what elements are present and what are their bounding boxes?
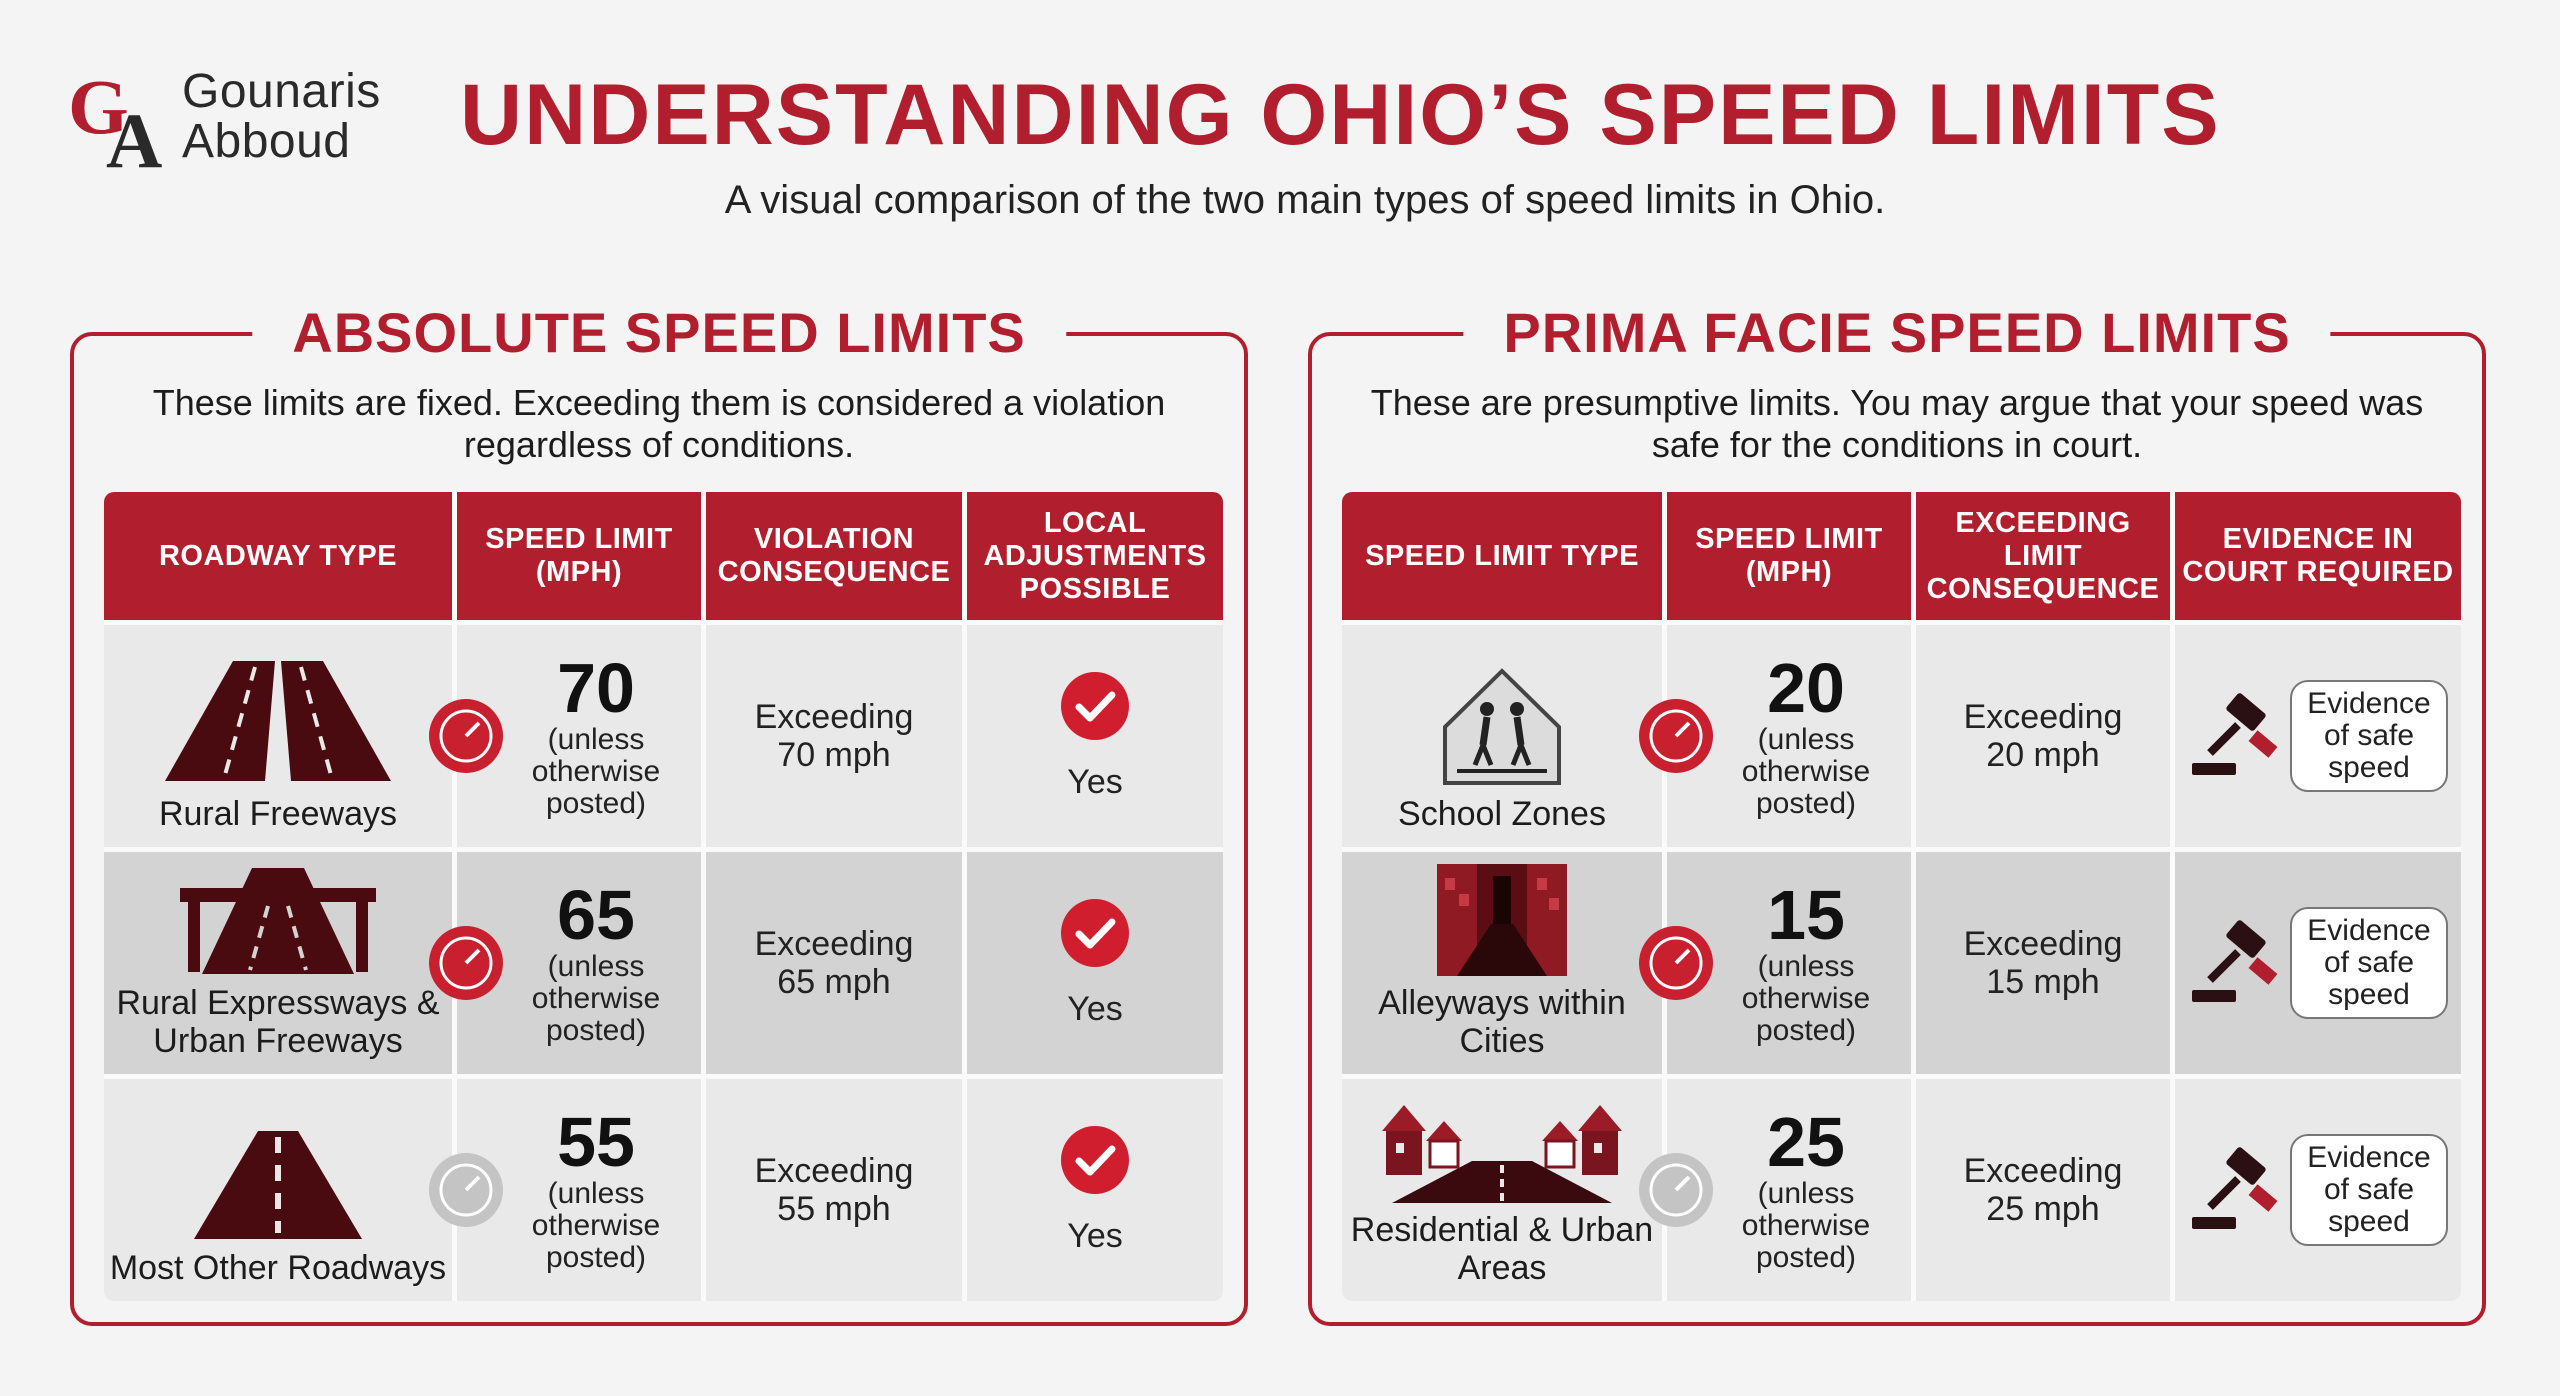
gavel-icon	[2192, 693, 2278, 775]
speed-value: 15	[1767, 876, 1845, 954]
table-row-cell-consequence: Exceeding 20 mph	[1916, 625, 2170, 847]
prima-facie-limits-table: SPEED LIMIT TYPE SPEED LIMIT (MPH) EXCEE…	[1342, 492, 2461, 1301]
speedometer-icon	[1639, 699, 1713, 773]
consequence-text: Exceeding 15 mph	[1963, 925, 2123, 1001]
absolute-panel-description: These limits are fixed. Exceeding them i…	[152, 382, 1166, 465]
table-row-cell-consequence: Exceeding 55 mph	[706, 1079, 962, 1301]
speed-value: 70	[557, 649, 635, 727]
speed-note: (unless otherwise posted)	[1741, 950, 1871, 1047]
adjustments-value: Yes	[1067, 1216, 1123, 1255]
houses-icon	[1382, 1105, 1622, 1203]
zone-label: Alleyways within Cities	[1378, 984, 1626, 1060]
table-row-cell-evidence: Evidence of safe speed	[2175, 625, 2461, 847]
table-row-cell-speed: 20 (unless otherwise posted)	[1639, 625, 1911, 847]
absolute-limits-table: ROADWAY TYPE SPEED LIMIT (MPH) VIOLATION…	[104, 492, 1223, 1301]
alley-icon	[1437, 864, 1567, 976]
prima-facie-limits-panel: PRIMA FACIE SPEED LIMITS These are presu…	[1308, 300, 2486, 1326]
table-row-cell-zone: Residential & Urban Areas	[1342, 1079, 1662, 1301]
svg-text:A: A	[106, 97, 162, 171]
consequence-text: Exceeding 20 mph	[1963, 698, 2123, 774]
freeway-icon	[165, 661, 391, 781]
check-icon	[1061, 1125, 1129, 1194]
column-header-evidence-required: EVIDENCE IN COURT REQUIRED	[2175, 492, 2461, 620]
road-icon	[194, 1131, 362, 1239]
table-row-cell-consequence: Exceeding 65 mph	[706, 852, 962, 1074]
check-icon	[1061, 898, 1129, 967]
column-header-roadway-type: ROADWAY TYPE	[104, 492, 452, 620]
page-title: UNDERSTANDING OHIO’S SPEED LIMITS	[460, 67, 2221, 163]
speedometer-icon	[1639, 926, 1713, 1000]
roadway-label: Most Other Roadways	[109, 1249, 447, 1287]
consequence-text: Exceeding 70 mph	[754, 698, 914, 774]
absolute-limits-panel: ABSOLUTE SPEED LIMITS These limits are f…	[70, 300, 1248, 1326]
absolute-panel-title: ABSOLUTE SPEED LIMITS	[252, 300, 1066, 365]
speed-value: 25	[1767, 1103, 1845, 1181]
speedometer-icon	[429, 699, 503, 773]
page-subtitle: A visual comparison of the two main type…	[724, 178, 1886, 222]
table-row-cell-consequence: Exceeding 15 mph	[1916, 852, 2170, 1074]
consequence-text: Exceeding 25 mph	[1963, 1152, 2123, 1228]
table-row-cell-zone: Alleyways within Cities	[1342, 852, 1662, 1074]
adjustments-value: Yes	[1067, 762, 1123, 801]
speed-note: (unless otherwise posted)	[1741, 723, 1871, 820]
table-row-cell-speed: 55 (unless otherwise posted)	[429, 1079, 701, 1301]
table-row-cell-consequence: Exceeding 25 mph	[1916, 1079, 2170, 1301]
ga-logo-icon: G A	[68, 63, 162, 171]
table-row-cell-speed: 15 (unless otherwise posted)	[1639, 852, 1911, 1074]
table-row-cell-zone: School Zones	[1342, 625, 1662, 847]
adjustments-value: Yes	[1067, 989, 1123, 1028]
table-row-cell-adjustments: Yes	[967, 852, 1223, 1074]
table-row-cell-roadway: Most Other Roadways	[104, 1079, 452, 1301]
column-header-local-adjustments: LOCAL ADJUSTMENTS POSSIBLE	[967, 492, 1223, 620]
evidence-bubble: Evidence of safe speed	[2290, 680, 2448, 792]
gavel-icon	[2192, 920, 2278, 1002]
table-row-cell-evidence: Evidence of safe speed	[2175, 852, 2461, 1074]
prima-panel-description: These are presumptive limits. You may ar…	[1370, 382, 2424, 465]
zone-label: School Zones	[1398, 795, 1606, 833]
check-icon	[1061, 671, 1129, 740]
column-header-speed-limit-type: SPEED LIMIT TYPE	[1342, 492, 1662, 620]
table-row-cell-speed: 70 (unless otherwise posted)	[429, 625, 701, 847]
roadway-label: Rural Freeways	[158, 795, 398, 833]
table-row-cell-roadway: Rural Expressways & Urban Freeways	[104, 852, 452, 1074]
brand-line-2: Abboud	[182, 115, 351, 168]
speed-value: 20	[1767, 649, 1845, 727]
table-row-cell-evidence: Evidence of safe speed	[2175, 1079, 2461, 1301]
consequence-text: Exceeding 55 mph	[754, 1152, 914, 1228]
roadway-label: Rural Expressways & Urban Freeways	[116, 984, 440, 1060]
speed-note: (unless otherwise posted)	[531, 723, 661, 820]
speedometer-icon	[429, 926, 503, 1000]
column-header-violation-consequence: VIOLATION CONSEQUENCE	[706, 492, 962, 620]
table-row-cell-speed: 25 (unless otherwise posted)	[1639, 1079, 1911, 1301]
brand-logo: G A Gounaris Abboud	[66, 62, 381, 172]
brand-line-1: Gounaris	[182, 65, 381, 118]
speed-value: 55	[557, 1103, 635, 1181]
consequence-text: Exceeding 65 mph	[754, 925, 914, 1001]
evidence-bubble: Evidence of safe speed	[2290, 907, 2448, 1019]
prima-panel-title: PRIMA FACIE SPEED LIMITS	[1463, 300, 2331, 365]
gavel-icon	[2192, 1147, 2278, 1229]
overpass-icon	[180, 868, 376, 974]
speed-note: (unless otherwise posted)	[531, 1177, 661, 1274]
column-header-speed-limit: SPEED LIMIT (MPH)	[457, 492, 701, 620]
speedometer-icon	[1639, 1153, 1713, 1227]
table-row-cell-consequence: Exceeding 70 mph	[706, 625, 962, 847]
evidence-bubble: Evidence of safe speed	[2290, 1134, 2448, 1246]
column-header-exceeding-consequence: EXCEEDING LIMIT CONSEQUENCE	[1916, 492, 2170, 620]
speed-note: (unless otherwise posted)	[531, 950, 661, 1047]
table-row-cell-speed: 65 (unless otherwise posted)	[429, 852, 701, 1074]
svg-text:G: G	[68, 63, 129, 150]
speedometer-icon	[429, 1153, 503, 1227]
zone-label: Residential & Urban Areas	[1350, 1211, 1654, 1287]
column-header-speed-limit: SPEED LIMIT (MPH)	[1667, 492, 1911, 620]
table-row-cell-roadway: Rural Freeways	[104, 625, 452, 847]
table-row-cell-adjustments: Yes	[967, 625, 1223, 847]
table-row-cell-adjustments: Yes	[967, 1079, 1223, 1301]
speed-value: 65	[557, 876, 635, 954]
school-crossing-icon	[1443, 668, 1561, 785]
speed-note: (unless otherwise posted)	[1741, 1177, 1871, 1274]
